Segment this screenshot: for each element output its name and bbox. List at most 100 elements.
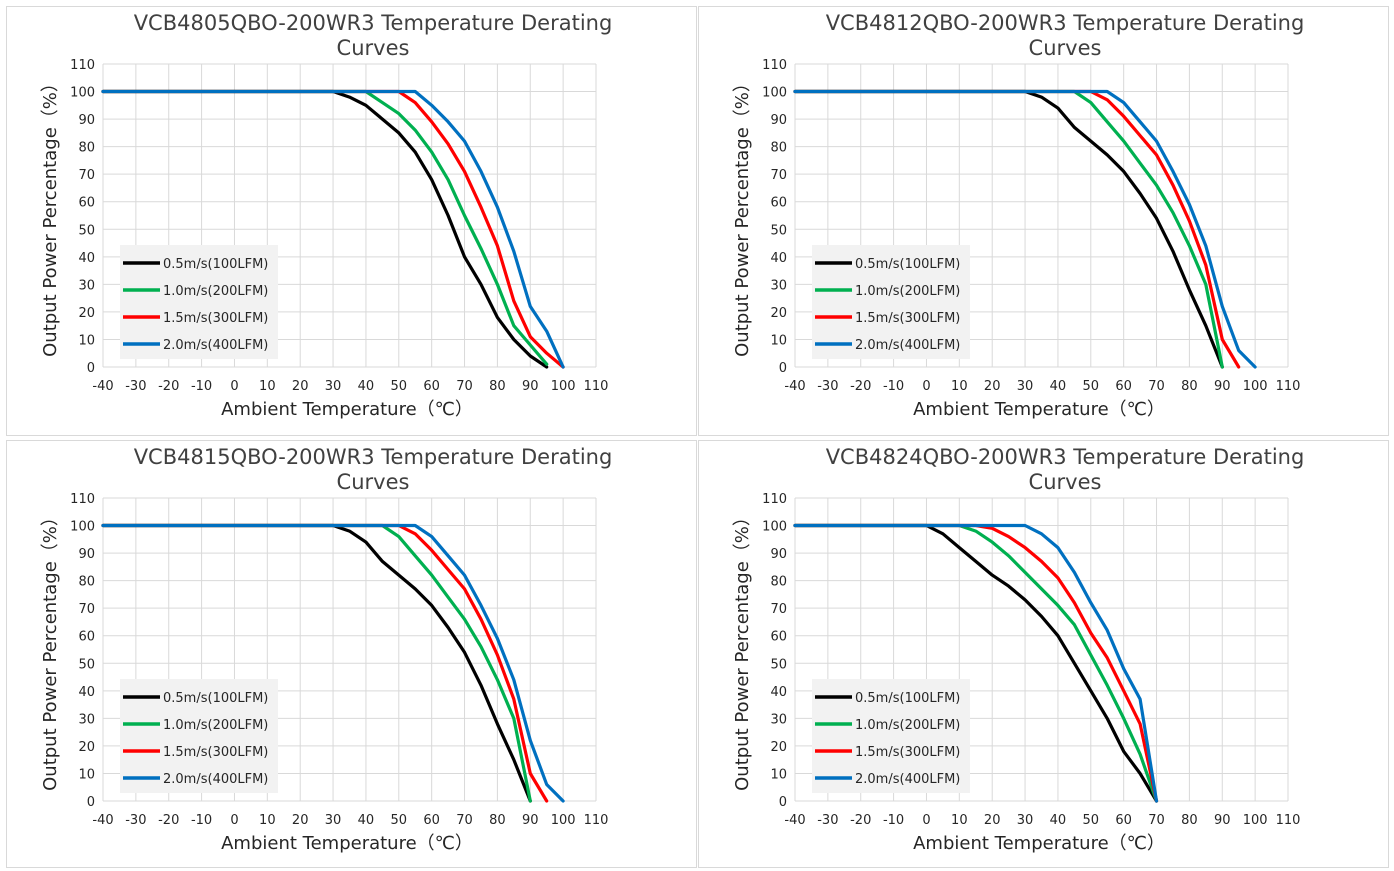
y-tick-label: 100 xyxy=(762,520,787,535)
x-tick-label: 0 xyxy=(230,813,238,828)
legend: 0.5m/s(100LFM) 1.0m/s(200LFM) 1.5m/s(300LF… xyxy=(120,679,278,793)
chart-panel-vcb4815: VCB4815QBO-200WR3 Temperature Derating Cu… xyxy=(6,440,697,868)
x-axis-label: Ambient Temperature（℃） xyxy=(913,399,1165,420)
x-tick-label: 100 xyxy=(1243,379,1268,394)
x-tick-label: 70 xyxy=(456,813,473,828)
x-tick-label: -10 xyxy=(191,813,212,828)
y-tick-label: 90 xyxy=(770,547,787,562)
series-line-2 xyxy=(101,89,549,366)
y-tick-label: 60 xyxy=(770,196,787,211)
x-tick-label: 60 xyxy=(1115,379,1132,394)
x-tick-label: -10 xyxy=(191,379,212,394)
y-axis-label: Output Power Percentage（%） xyxy=(40,508,61,791)
y-tick-label: 20 xyxy=(770,740,787,755)
derating-chart-vcb4824: VCB4824QBO-200WR3 Temperature Derating Cu… xyxy=(732,445,1305,854)
legend-label: 1.0m/s(200LFM) xyxy=(855,718,960,733)
y-tick-label: 70 xyxy=(770,602,787,617)
y-tick-label: 50 xyxy=(770,657,787,672)
chart-panel-vcb4805: VCB4805QBO-200WR3 Temperature Derating Cu… xyxy=(6,6,697,436)
series-line-4 xyxy=(793,89,1257,369)
series-line-1 xyxy=(101,89,549,369)
x-tick-label: 10 xyxy=(951,813,968,828)
y-tick-label: 30 xyxy=(78,712,95,727)
x-tick-label: 20 xyxy=(984,379,1001,394)
x-tick-label: -40 xyxy=(784,379,805,394)
x-tick-label: 90 xyxy=(522,379,539,394)
series-line-1 xyxy=(793,89,1224,369)
x-tick-label: 110 xyxy=(584,813,609,828)
y-tick-label: 110 xyxy=(762,58,787,73)
chart-title: VCB4815QBO-200WR3 Temperature Derating Cu… xyxy=(134,445,613,494)
x-tick-label: 30 xyxy=(325,813,342,828)
x-tick-label: 80 xyxy=(489,379,506,394)
y-tick-label: 10 xyxy=(770,333,787,348)
x-tick-label: -10 xyxy=(883,813,904,828)
chart-title: VCB4824QBO-200WR3 Temperature Derating Cu… xyxy=(826,445,1305,494)
x-tick-label: -20 xyxy=(158,813,179,828)
y-tick-label: 0 xyxy=(779,361,787,376)
x-tick-label: 10 xyxy=(259,379,276,394)
y-tick-label: 60 xyxy=(78,196,95,211)
x-tick-label: 30 xyxy=(1017,813,1034,828)
y-tick-label: 20 xyxy=(78,306,95,321)
y-tick-label: 100 xyxy=(762,86,787,101)
y-tick-label: 40 xyxy=(770,685,787,700)
x-tick-label: 50 xyxy=(1083,813,1100,828)
x-tick-label: 60 xyxy=(1115,813,1132,828)
x-tick-label: -30 xyxy=(817,813,838,828)
x-tick-label: 50 xyxy=(391,813,408,828)
chart-panel-vcb4812: VCB4812QBO-200WR3 Temperature Derating Cu… xyxy=(698,6,1389,436)
x-tick-label: 70 xyxy=(456,379,473,394)
y-tick-label: 90 xyxy=(770,113,787,128)
legend-label: 0.5m/s(100LFM) xyxy=(163,691,268,706)
x-tick-label: 0 xyxy=(922,379,930,394)
y-tick-label: 100 xyxy=(70,86,95,101)
x-tick-label: 10 xyxy=(259,813,276,828)
x-tick-label: -40 xyxy=(92,813,113,828)
x-tick-label: -30 xyxy=(125,813,146,828)
x-axis-label: Ambient Temperature（℃） xyxy=(221,833,473,854)
series-group xyxy=(793,523,1159,803)
x-tick-label: -30 xyxy=(125,379,146,394)
y-tick-label: 80 xyxy=(770,141,787,156)
legend-label: 0.5m/s(100LFM) xyxy=(855,691,960,706)
y-tick-label: 80 xyxy=(770,575,787,590)
y-tick-label: 50 xyxy=(770,223,787,238)
y-tick-label: 40 xyxy=(78,251,95,266)
x-tick-label: 70 xyxy=(1148,379,1165,394)
x-tick-label: 40 xyxy=(1050,813,1067,828)
y-tick-label: 50 xyxy=(78,657,95,672)
x-tick-label: 110 xyxy=(584,379,609,394)
x-tick-label: 0 xyxy=(922,813,930,828)
x-tick-label: 90 xyxy=(522,813,539,828)
y-tick-label: 0 xyxy=(87,795,95,810)
y-tick-label: 0 xyxy=(87,361,95,376)
derating-chart-vcb4812: VCB4812QBO-200WR3 Temperature Derating Cu… xyxy=(732,11,1305,420)
x-tick-label: 0 xyxy=(230,379,238,394)
series-line-2 xyxy=(793,523,1159,803)
x-tick-label: 40 xyxy=(358,813,375,828)
derating-chart-vcb4815: VCB4815QBO-200WR3 Temperature Derating Cu… xyxy=(40,445,613,854)
x-tick-label: 80 xyxy=(1181,813,1198,828)
y-tick-label: 40 xyxy=(78,685,95,700)
y-tick-label: 70 xyxy=(770,168,787,183)
y-tick-label: 110 xyxy=(70,58,95,73)
y-tick-label: 110 xyxy=(70,492,95,507)
y-tick-label: 10 xyxy=(770,767,787,782)
series-line-4 xyxy=(101,89,565,369)
y-tick-label: 60 xyxy=(78,630,95,645)
y-tick-label: 70 xyxy=(78,602,95,617)
x-tick-label: 90 xyxy=(1214,813,1231,828)
x-tick-label: 60 xyxy=(423,813,440,828)
series-group xyxy=(793,89,1257,369)
y-axis-label: Output Power Percentage（%） xyxy=(732,74,753,357)
x-axis-label: Ambient Temperature（℃） xyxy=(913,833,1165,854)
derating-chart-vcb4805: VCB4805QBO-200WR3 Temperature Derating Cu… xyxy=(40,11,612,420)
legend-label: 1.5m/s(300LFM) xyxy=(855,745,960,760)
x-tick-label: 70 xyxy=(1148,813,1165,828)
y-tick-label: 100 xyxy=(70,520,95,535)
y-tick-label: 80 xyxy=(78,141,95,156)
legend-label: 1.5m/s(300LFM) xyxy=(163,311,268,326)
chart-title: VCB4812QBO-200WR3 Temperature Derating Cu… xyxy=(826,11,1305,60)
y-tick-label: 20 xyxy=(770,306,787,321)
